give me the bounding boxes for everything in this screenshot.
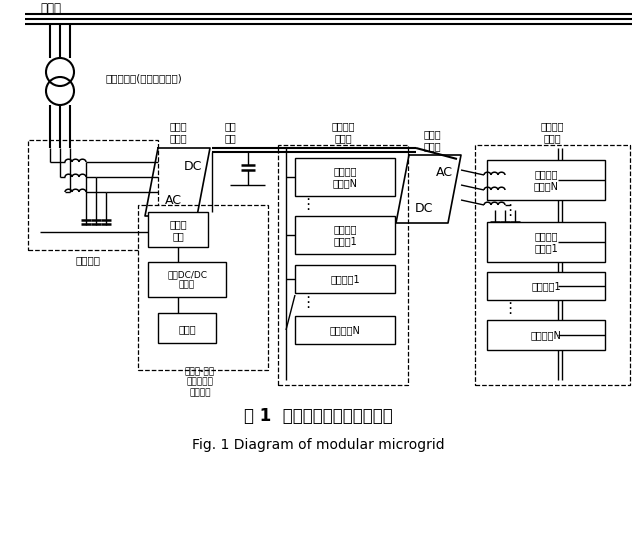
Text: 直流分布
式电源N: 直流分布 式电源N [333, 166, 357, 188]
Bar [475, 145, 630, 385]
Bar [295, 316, 395, 344]
Bar [278, 145, 408, 385]
Text: 直流
母线: 直流 母线 [224, 121, 236, 143]
Bar [148, 212, 208, 247]
Bar [487, 160, 605, 200]
Text: 交流负荷1: 交流负荷1 [531, 281, 561, 291]
Text: Fig. 1 Diagram of modular microgrid: Fig. 1 Diagram of modular microgrid [192, 438, 445, 452]
Text: 直流负荷N: 直流负荷N [329, 325, 361, 335]
Text: 直流微电
网单元: 直流微电 网单元 [331, 121, 355, 143]
Bar [158, 313, 216, 343]
Bar [295, 265, 395, 293]
Text: DC: DC [415, 201, 433, 215]
Text: 直流负荷1: 直流负荷1 [330, 274, 360, 284]
Text: ⋮: ⋮ [301, 197, 315, 212]
Text: 交流分布
式电源1: 交流分布 式电源1 [534, 231, 558, 253]
Text: 滤波回路: 滤波回路 [76, 255, 101, 265]
Text: ⋮: ⋮ [503, 202, 518, 217]
Text: AC: AC [436, 166, 452, 180]
Text: 交流负荷N: 交流负荷N [531, 330, 561, 340]
Bar [138, 205, 268, 370]
Text: 蓄电池-超级
电容器混合
储能系统: 蓄电池-超级 电容器混合 储能系统 [185, 367, 215, 397]
Bar [295, 216, 395, 254]
Text: 微网侧
变流器: 微网侧 变流器 [423, 129, 441, 151]
Text: 交流分布
式电源N: 交流分布 式电源N [534, 169, 559, 191]
Text: 交流微电
网单元: 交流微电 网单元 [540, 121, 564, 143]
Text: DC: DC [184, 160, 202, 172]
Bar [487, 320, 605, 350]
Text: 隔离变压器(或升压变压器): 隔离变压器(或升压变压器) [105, 73, 182, 83]
Bar [295, 158, 395, 196]
Text: 电网侧
变流器: 电网侧 变流器 [169, 121, 187, 143]
Text: AC: AC [164, 195, 182, 207]
Bar [487, 272, 605, 300]
Text: 直流分布
式电源1: 直流分布 式电源1 [333, 224, 357, 246]
Text: 图 1  模块化微电网结构示意图: 图 1 模块化微电网结构示意图 [243, 407, 392, 425]
Bar [28, 140, 158, 250]
Text: 大电网: 大电网 [40, 2, 61, 14]
Bar [487, 222, 605, 262]
Text: ⋮: ⋮ [503, 300, 518, 315]
Text: ⋮: ⋮ [301, 295, 315, 310]
Bar [148, 262, 226, 297]
Text: 蓄电池: 蓄电池 [178, 324, 196, 334]
Text: 超级电
容器: 超级电 容器 [169, 219, 187, 241]
Text: 双向DC/DC
斩波器: 双向DC/DC 斩波器 [167, 270, 207, 290]
